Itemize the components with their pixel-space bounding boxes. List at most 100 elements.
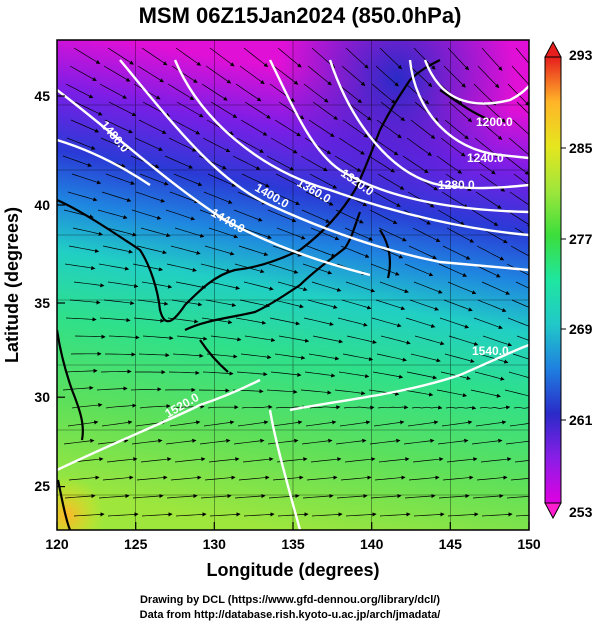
streamline [442,245,471,260]
streamline [270,371,302,377]
streamline [101,420,133,427]
streamline [300,389,332,395]
streamline [344,227,374,241]
x-tick-label: 145 [439,536,463,552]
streamline [205,65,232,84]
streamline [201,317,233,325]
streamline [338,137,365,155]
streamline [478,119,503,140]
streamline [370,493,402,499]
streamline [412,227,441,242]
contour-line-1440 [57,89,371,277]
x-tick-label: 125 [124,536,148,552]
streamline [343,405,375,410]
streamline [199,438,231,445]
streamline [368,155,395,173]
streamline [140,457,172,463]
streamline [169,420,201,427]
y-axis-label: Latitude (degrees) [2,207,22,363]
streamline [174,227,205,238]
streamline [304,371,336,378]
streamline [266,155,295,171]
streamline [239,65,265,85]
streamline [102,245,133,254]
streamline [342,119,369,138]
streamline [105,352,136,357]
streamline [443,65,466,88]
streamline [103,299,135,306]
streamline [237,420,269,427]
streamline [205,299,237,307]
chart-title: MSM 06Z15Jan2024 (850.0hPa) [139,3,462,28]
streamline [132,263,164,272]
streamline [369,438,401,445]
contour-line-1200 [423,59,529,105]
contour-line-1240 [408,59,529,160]
streamline [514,460,529,463]
streamline [169,191,199,204]
streamline [238,245,269,257]
streamline [175,47,202,66]
streamline [108,101,137,117]
streamline [345,281,376,293]
streamline [167,317,199,324]
streamline [342,353,374,362]
x-tick-label: 135 [281,536,305,552]
streamline [133,317,165,323]
streamline [141,512,173,517]
streamline [136,245,167,255]
streamline [412,457,444,463]
streamline [63,438,95,445]
streamline [236,371,268,377]
streamline [202,137,231,153]
streamline [240,353,272,360]
streamline [103,65,131,82]
streamline [403,438,435,445]
streamline [202,371,234,376]
streamline [69,65,97,81]
streamline [131,438,163,445]
streamline [476,245,505,261]
streamline [447,281,477,295]
streamline [470,389,501,398]
streamline [312,101,338,120]
streamline [272,475,304,481]
streamline [379,47,403,70]
streamline [105,173,135,185]
streamline [98,493,130,499]
streamline [175,281,207,290]
streamline [337,83,363,104]
streamline [241,404,273,409]
streamline [136,475,168,481]
streamline [414,335,445,346]
streamline [70,119,100,133]
streamline [275,173,304,188]
streamline [276,227,306,240]
streamline [506,263,529,276]
contour-line-1320 [268,59,529,214]
streamline [65,83,94,99]
streamline [373,420,405,427]
streamline [404,493,436,499]
streamline [341,65,366,86]
colorbar-top-arrow [544,40,562,58]
streamline [309,405,341,410]
streamline [334,389,366,396]
streamline [310,457,342,463]
streamline [335,438,367,445]
x-axis: 120 125 130 135 140 145 150 [45,522,541,552]
streamline [336,493,368,499]
streamline [131,209,162,220]
streamline [104,119,133,134]
streamline [234,263,265,274]
streamline [410,353,441,363]
x-tick-label: 120 [45,536,69,552]
streamline [379,512,411,517]
streamline [138,119,167,134]
streamline [406,371,438,380]
streamline [165,438,197,445]
streamline [370,263,400,276]
streamline [406,137,432,156]
streamline [300,155,328,172]
